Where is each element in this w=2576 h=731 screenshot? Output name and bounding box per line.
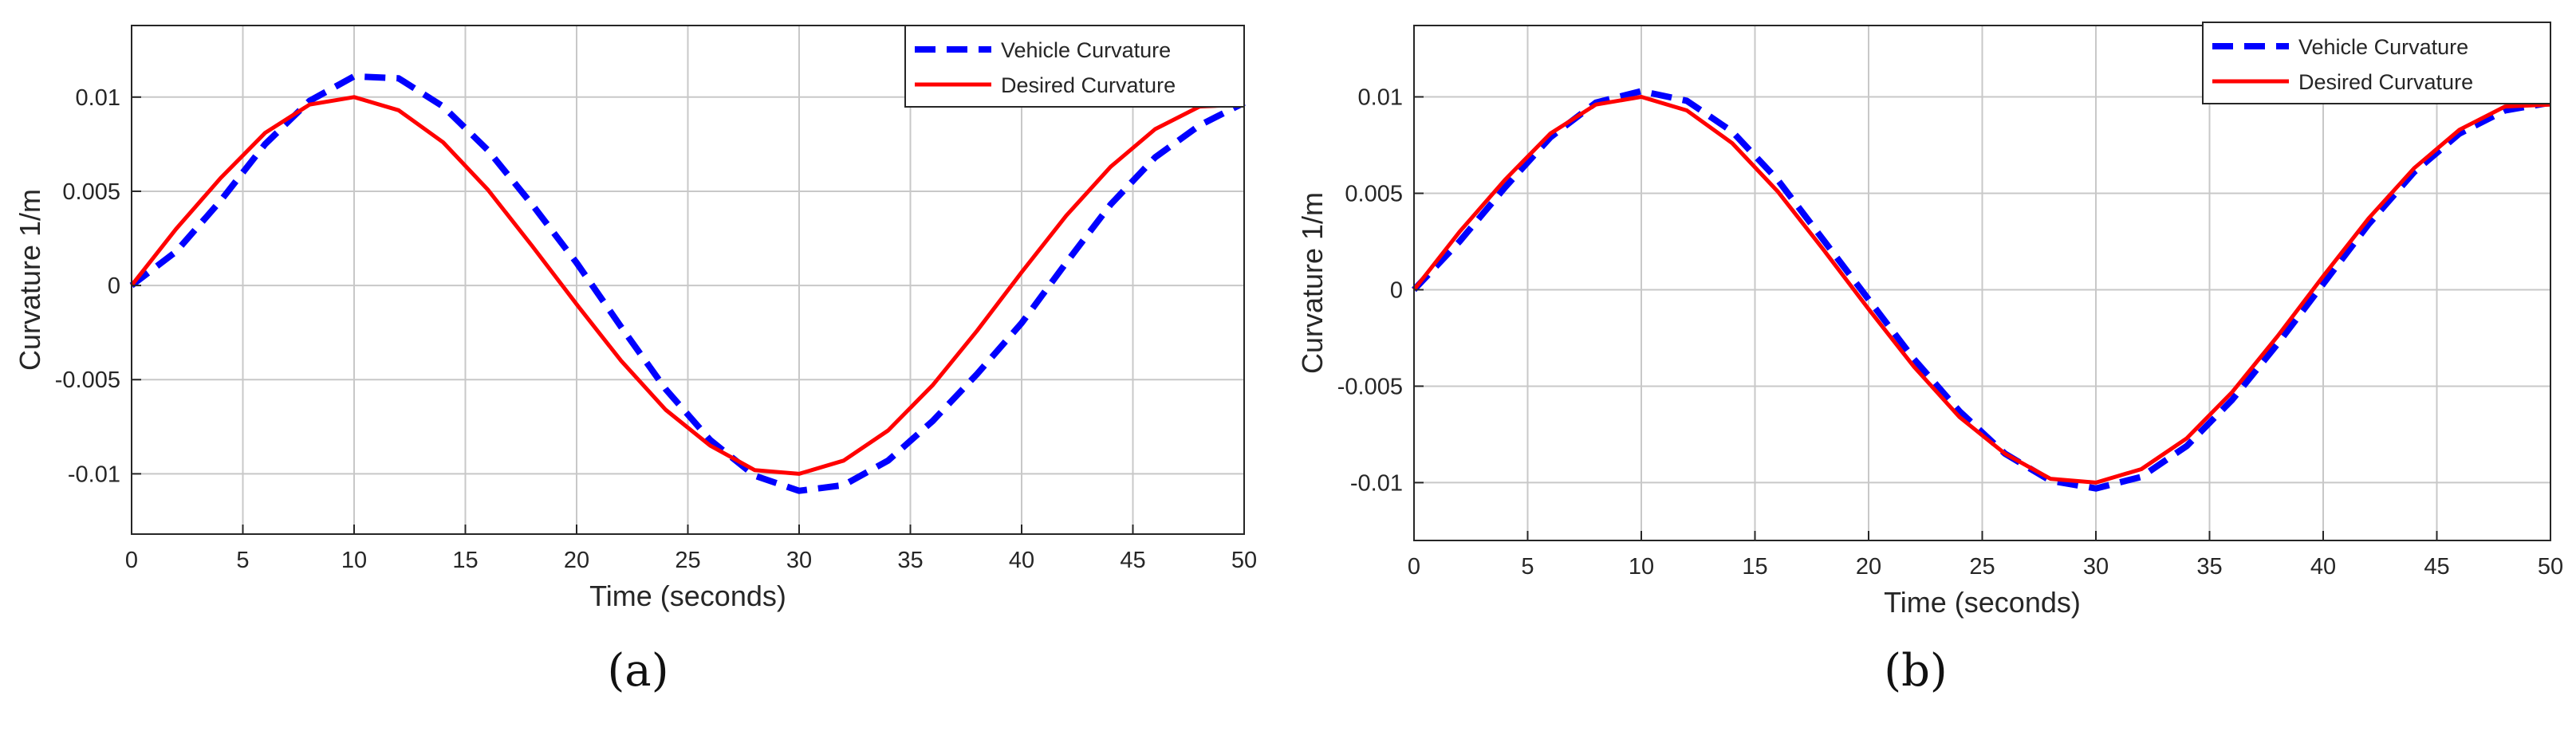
x-tick-label: 20 — [1856, 554, 1881, 580]
x-tick-label: 0 — [1408, 554, 1420, 580]
y-tick-label: 0.01 — [1358, 85, 1403, 111]
x-tick-label: 30 — [786, 548, 812, 573]
x-tick-label: 5 — [236, 548, 249, 573]
x-tick-label: 45 — [2424, 554, 2449, 580]
y-tick-label: -0.005 — [1337, 374, 1403, 399]
legend: Vehicle Curvature Desired Curvature — [904, 25, 1245, 108]
x-tick-label: 50 — [2538, 554, 2563, 580]
x-tick-label: 35 — [897, 548, 923, 573]
legend: Vehicle Curvature Desired Curvature — [2202, 22, 2551, 104]
legend-entry: Desired Curvature — [1001, 73, 1176, 97]
chart-panel-a: 0 5 10 15 20 25 30 35 40 45 50 -0.01 -0.005 0 0.005 0.0… — [14, 25, 1257, 697]
y-tick-label: 0.01 — [76, 85, 120, 111]
x-tick-label: 25 — [1969, 554, 1995, 580]
series-line-desired-curvature — [130, 95, 1245, 476]
chart-panel-b: 0 5 10 15 20 25 30 35 40 45 50 -0.01 -0.005 0 0.005 0.0… — [1296, 22, 2563, 697]
y-axis-label: Curvature 1/m — [14, 189, 46, 371]
x-tick-label: 25 — [675, 548, 700, 573]
x-tick-label: 30 — [2083, 554, 2109, 580]
panel-label: (a) — [607, 645, 668, 697]
y-tick-label: -0.01 — [1350, 470, 1403, 496]
x-tick-label: 50 — [1231, 548, 1257, 573]
x-axis-label: Time (seconds) — [589, 580, 786, 612]
x-tick-label: 5 — [1521, 554, 1534, 580]
series-line-vehicle-curvature — [129, 73, 1246, 494]
panel-label: (b) — [1884, 645, 1948, 697]
x-tick-label: 0 — [125, 548, 138, 573]
legend-box — [2202, 22, 2551, 104]
legend-entry: Vehicle Curvature — [1001, 38, 1171, 62]
x-tick-label: 15 — [452, 548, 478, 573]
y-tick-label: -0.01 — [68, 462, 120, 487]
y-tick-label: 0 — [1390, 277, 1403, 303]
x-tick-label: 10 — [341, 548, 367, 573]
x-tick-label: 20 — [564, 548, 589, 573]
x-tick-label: 40 — [1009, 548, 1034, 573]
x-tick-label: 15 — [1742, 554, 1767, 580]
y-tick-label: -0.005 — [55, 367, 120, 393]
x-axis-label: Time (seconds) — [1884, 586, 2081, 619]
x-tick-label: 40 — [2310, 554, 2336, 580]
x-tick-label: 35 — [2196, 554, 2222, 580]
series-line-vehicle-curvature — [1412, 88, 2551, 492]
y-tick-label: 0.005 — [62, 179, 120, 205]
y-tick-label: 0 — [108, 273, 120, 299]
series-line-desired-curvature — [1412, 95, 2551, 485]
y-tick-label: 0.005 — [1345, 181, 1403, 206]
legend-box — [904, 25, 1245, 108]
x-tick-label: 45 — [1120, 548, 1145, 573]
legend-entry: Vehicle Curvature — [2298, 35, 2468, 59]
x-tick-label: 10 — [1629, 554, 1654, 580]
y-axis-label: Curvature 1/m — [1296, 192, 1329, 374]
legend-entry: Desired Curvature — [2298, 70, 2473, 94]
